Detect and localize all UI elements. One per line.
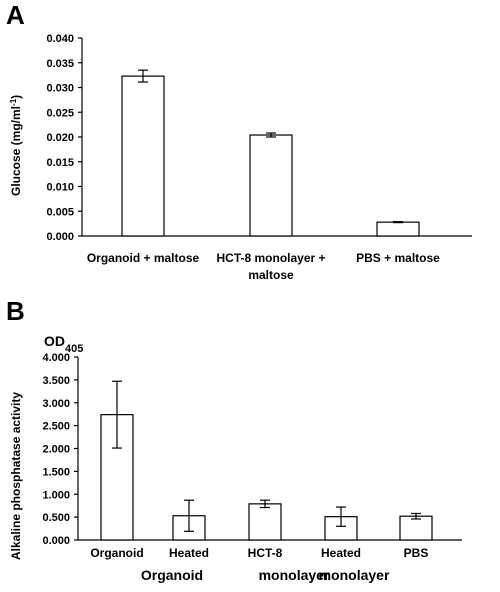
y-unit-label-b: OD405 [44, 333, 83, 355]
y-unit-label-b-text: OD [44, 333, 65, 349]
y-tick-label-b: 0.500 [42, 512, 70, 524]
y-tick-label-b: 3.000 [42, 398, 70, 410]
bar-a-1 [121, 75, 165, 237]
chart-b: B OD405 Alkaline phosphatase activity 0.… [6, 296, 462, 583]
y-tick-label-a: 0.015 [46, 157, 74, 169]
y-tick-label-b: 1.000 [42, 489, 70, 501]
category-labels-a: Organoid + maltose HCT-8 monolayer + malto… [87, 251, 440, 282]
bar-a-3 [376, 221, 420, 237]
panel-label-b: B [6, 296, 25, 326]
y-axis-label-a-text: Glucose (mg/ml [9, 106, 23, 196]
category-label-b: Heated [169, 546, 209, 560]
sub-label-b: monolayer [319, 567, 390, 583]
y-tick-label-a: 0.040 [46, 33, 74, 45]
category-label-b: PBS [404, 546, 429, 560]
bar-b-3 [248, 503, 282, 541]
y-axis-label-a: Glucose (mg/ml-1) [9, 95, 24, 196]
category-label-a: maltose [248, 268, 294, 282]
panel-label-a: A [6, 0, 25, 30]
bar-a-2 [249, 134, 293, 237]
y-tick-label-b: 3.500 [42, 375, 70, 387]
bar-b-1 [100, 414, 134, 541]
bar-b-5 [399, 515, 433, 541]
category-label-b: Organoid [90, 546, 143, 560]
category-label-b: Heated [321, 546, 361, 560]
y-tick-label-a: 0.030 [46, 83, 74, 95]
y-tick-label-b: 0.000 [42, 535, 70, 547]
y-unit-label-b-sub: 405 [65, 343, 83, 355]
y-tick-label-a: 0.010 [46, 182, 74, 194]
y-ticks-b: 0.000 0.500 1.000 1.500 2.000 2.500 3.000 3.500… [42, 352, 78, 547]
y-tick-label-a: 0.000 [46, 231, 74, 243]
sub-label-b: monolayer [259, 567, 330, 583]
category-label-b: HCT-8 [248, 546, 283, 560]
y-tick-label-b: 4.000 [42, 352, 70, 364]
y-axis-label-a-sup: -1 [9, 98, 18, 106]
bars-b [100, 380, 433, 541]
y-tick-label-a: 0.005 [46, 206, 74, 218]
y-axis-label-b: Alkaline phosphatase activity [9, 392, 23, 560]
bars-a [121, 69, 420, 237]
y-tick-label-b: 2.000 [42, 444, 70, 456]
chart-a: A Glucose (mg/ml-1) 0.000 0.005 0.010 0.015… [6, 0, 472, 282]
y-axis-label-a-end: ) [9, 95, 23, 99]
sub-label-b: Organoid [141, 567, 203, 583]
category-label-a: HCT-8 monolayer + [216, 251, 325, 265]
y-tick-label-b: 2.500 [42, 421, 70, 433]
category-label-a: PBS + maltose [356, 251, 440, 265]
y-ticks-a: 0.000 0.005 0.010 0.015 0.020 0.025 0.030 0.035… [46, 33, 82, 243]
y-tick-label-a: 0.035 [46, 58, 74, 70]
category-labels-b: Organoid Heated HCT-8 Heated PBS [90, 546, 428, 560]
category-label-a: Organoid + maltose [87, 251, 200, 265]
y-tick-label-a: 0.020 [46, 132, 74, 144]
y-tick-label-b: 1.500 [42, 466, 70, 478]
y-tick-label-a: 0.025 [46, 107, 74, 119]
